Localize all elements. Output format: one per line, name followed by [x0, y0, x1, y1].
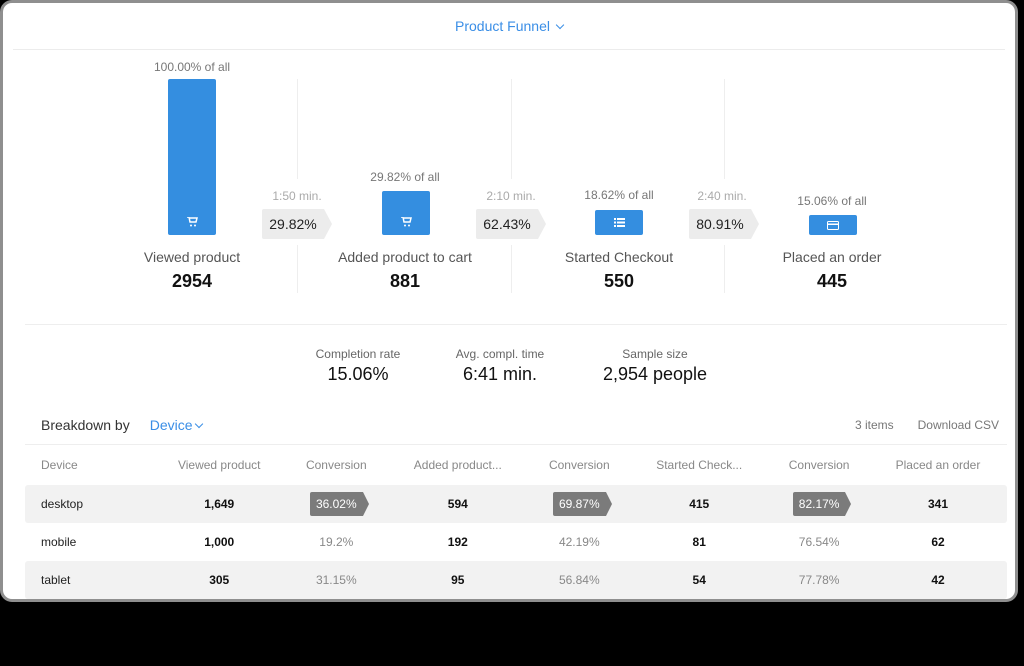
cell-placed: 62	[931, 535, 945, 549]
column-header[interactable]: Added product...	[386, 444, 530, 485]
divider	[511, 245, 512, 293]
cell-viewed: 1,000	[204, 535, 235, 549]
summary-sample-size: Sample size 2,954 people	[603, 347, 707, 385]
items-count: 3 items	[854, 418, 894, 432]
divider	[511, 79, 512, 179]
chevron-down-icon	[194, 419, 203, 428]
list-icon	[613, 218, 625, 227]
column-header[interactable]: Conversion	[769, 444, 869, 485]
summary-value: 6:41 min.	[462, 364, 538, 384]
breakdown-selected-value: Device	[149, 417, 193, 433]
funnel-bar-viewed-product[interactable]	[168, 79, 216, 235]
step-label: Added product to cart	[338, 249, 472, 265]
column-header[interactable]: Viewed product	[152, 444, 287, 485]
summary-value: 2,954 people	[602, 364, 708, 384]
funnel-title: Product Funnel	[455, 18, 550, 34]
cell-placed: 341	[869, 485, 1007, 523]
transition-time: 1:50 min.	[272, 189, 322, 203]
step-label: Viewed product	[143, 249, 241, 265]
step-count: 881	[389, 271, 421, 291]
step-pct-of-all: 15.06% of all	[797, 194, 867, 208]
cell-device: tablet	[25, 561, 152, 599]
cell-conversion: 56.84%	[529, 561, 630, 599]
cell-conversion: 19.2%	[319, 535, 354, 549]
breakdown-dimension-select[interactable]: Device	[149, 417, 203, 433]
cell-device: desktop	[25, 485, 152, 523]
column-header[interactable]: Conversion	[529, 444, 630, 485]
transition-time: 2:40 min.	[697, 189, 747, 203]
cell-started: 415	[629, 485, 770, 523]
breakdown-label: Breakdown by	[41, 417, 130, 433]
transition-conversion: 29.82%	[262, 209, 332, 239]
step-pct-of-all: 100.00% of all	[153, 60, 231, 74]
transition-conversion: 80.91%	[689, 209, 759, 239]
breakdown-table: Device Viewed product Conversion Added p…	[25, 444, 1007, 599]
cell-started: 81	[692, 535, 706, 549]
funnel-bar-started-checkout[interactable]	[595, 210, 643, 235]
cell-viewed: 305	[152, 561, 287, 599]
funnel-report-window: Product Funnel 100.00% of all Viewed pro…	[0, 0, 1018, 602]
divider	[297, 79, 298, 179]
step-count: 445	[816, 271, 848, 291]
divider	[724, 79, 725, 179]
step-pct-of-all: 18.62% of all	[584, 188, 654, 202]
cell-viewed: 1,649	[152, 485, 287, 523]
funnel-chart: 100.00% of all Viewed product 2954 1:50 …	[3, 49, 1015, 299]
step-label: Started Checkout	[564, 249, 674, 265]
step-label: Placed an order	[782, 249, 882, 265]
step-pct-of-all: 29.82% of all	[370, 170, 440, 184]
cell-added: 594	[386, 485, 530, 523]
summary-completion-rate: Completion rate 15.06%	[316, 347, 401, 385]
table-row[interactable]: tablet 305 31.15% 95 56.84% 54 77.78% 42	[25, 561, 1007, 599]
cell-started: 54	[629, 561, 770, 599]
summary-label: Sample size	[622, 347, 688, 361]
cell-device: mobile	[41, 535, 77, 549]
chevron-down-icon	[555, 20, 565, 29]
funnel-bar-added-to-cart[interactable]	[382, 191, 430, 235]
cell-conversion: 42.19%	[558, 535, 600, 549]
cell-conversion-highlight: 69.87%	[552, 492, 612, 516]
divider	[724, 245, 725, 293]
cell-placed: 42	[869, 561, 1007, 599]
cell-conversion: 77.78%	[769, 561, 869, 599]
funnel-bar-placed-order[interactable]	[809, 215, 857, 235]
cart-icon	[400, 217, 412, 227]
cell-conversion: 76.54%	[798, 535, 840, 549]
step-count: 2954	[171, 271, 213, 291]
funnel-selector[interactable]: Product Funnel	[455, 18, 565, 34]
column-header[interactable]: Started Check...	[629, 444, 770, 485]
column-header[interactable]: Conversion	[286, 444, 387, 485]
header: Product Funnel	[13, 3, 1005, 50]
cell-conversion-highlight: 36.02%	[309, 492, 369, 516]
table-row[interactable]: desktop 1,649 36.02% 594 69.87% 415 82.1…	[25, 485, 1007, 523]
table-header-row: Device Viewed product Conversion Added p…	[25, 444, 1007, 485]
cell-added: 95	[386, 561, 530, 599]
cell-added: 192	[447, 535, 468, 549]
column-header[interactable]: Placed an order	[869, 444, 1007, 485]
credit-card-icon	[827, 220, 839, 230]
breakdown-toolbar: Breakdown by Device 3 items Download CSV	[25, 407, 1007, 443]
table-row[interactable]: mobile 1,000 19.2% 192 42.19% 81 76.54% …	[25, 523, 1007, 561]
column-header[interactable]: Device	[25, 444, 152, 485]
summary-label: Completion rate	[315, 347, 401, 361]
cell-conversion: 31.15%	[286, 561, 387, 599]
section-divider	[25, 324, 1007, 325]
step-count: 550	[603, 271, 635, 291]
divider	[297, 245, 298, 293]
cart-icon	[186, 217, 198, 227]
transition-conversion: 62.43%	[476, 209, 546, 239]
download-csv-button[interactable]: Download CSV	[917, 418, 999, 432]
transition-time: 2:10 min.	[486, 189, 536, 203]
cell-conversion-highlight: 82.17%	[792, 492, 852, 516]
summary-label: Avg. compl. time	[455, 347, 545, 361]
summary-avg-time: Avg. compl. time 6:41 min.	[456, 347, 544, 385]
summary-value: 15.06%	[327, 364, 389, 384]
